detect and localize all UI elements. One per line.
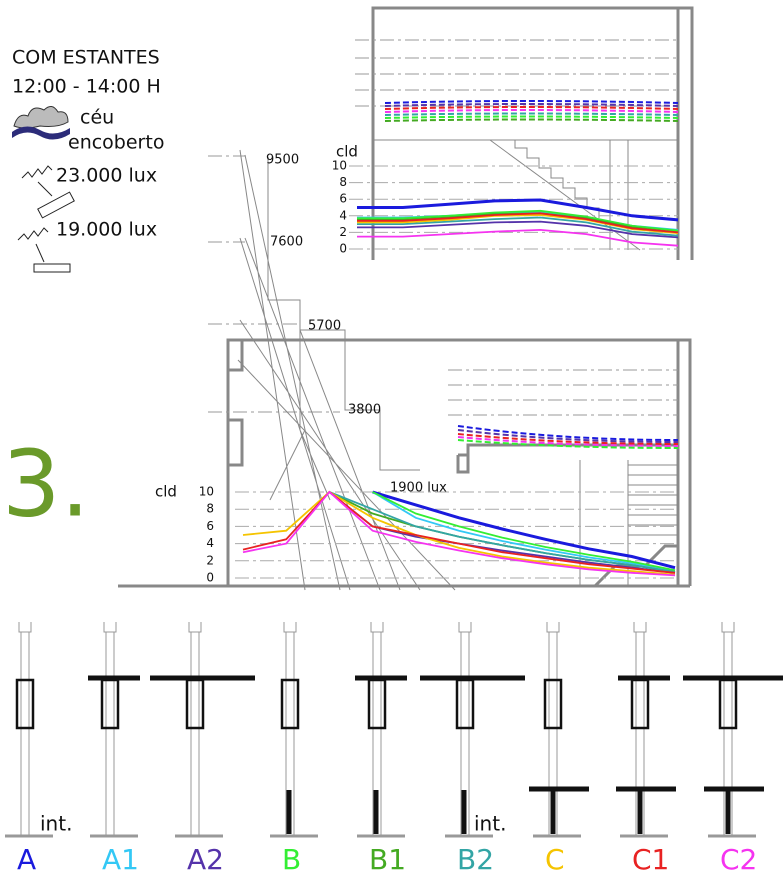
legend-label: A1	[102, 843, 139, 876]
series-line	[357, 216, 679, 237]
legend-label: B	[282, 843, 301, 876]
legend-label: C1	[632, 843, 669, 876]
window	[543, 678, 563, 730]
wall	[633, 622, 647, 836]
wall	[458, 622, 472, 836]
inner-shelf	[616, 786, 676, 834]
window-section: B2	[420, 622, 525, 876]
wall	[721, 622, 735, 836]
legend-label: C2	[720, 843, 757, 876]
legend-label: C	[545, 843, 565, 876]
window-section: C1	[616, 622, 676, 876]
window	[15, 678, 35, 730]
y-tick-label: 0	[339, 242, 347, 256]
window	[455, 678, 475, 730]
wall	[546, 622, 560, 836]
y-tick-label: 10	[199, 485, 214, 499]
window-section: B1	[355, 622, 407, 876]
window	[367, 678, 387, 730]
window-section: B	[270, 622, 318, 876]
wall	[370, 622, 384, 836]
y-axis-label: cld	[336, 143, 358, 161]
y-tick-label: 6	[206, 519, 214, 533]
series-line	[242, 490, 676, 574]
inner-label: int.	[40, 812, 72, 836]
window	[630, 678, 650, 730]
series-line	[357, 209, 679, 232]
lux-label: 23.000 lux	[56, 165, 157, 187]
series-line	[357, 228, 679, 247]
iso-label: 9500	[266, 153, 299, 168]
iso-label: 3800	[348, 403, 381, 418]
series-line	[329, 491, 676, 573]
inner-shelf	[529, 786, 589, 834]
window-section: C2	[683, 622, 783, 876]
y-tick-label: 0	[206, 571, 214, 585]
y-tick-label: 8	[339, 175, 347, 189]
legend-label: A	[17, 843, 36, 876]
y-tick-label: 6	[339, 192, 347, 206]
window	[100, 678, 120, 730]
series-line	[357, 212, 679, 234]
wall	[188, 622, 202, 836]
series-line	[372, 490, 676, 570]
inner-label: int.	[474, 812, 506, 836]
series-line	[372, 491, 676, 572]
iso-label: 7600	[270, 235, 303, 250]
window-section: C	[529, 622, 589, 876]
inner-shelf	[704, 786, 764, 834]
y-tick-label: 2	[339, 225, 347, 239]
title: COM ESTANTES	[12, 47, 160, 69]
window-section: A	[5, 622, 53, 876]
y-tick-label: 4	[339, 208, 347, 222]
iso-label: 5700	[308, 319, 341, 334]
time: 12:00 - 14:00 H	[12, 76, 161, 98]
sky: encoberto	[68, 132, 164, 154]
wall	[18, 622, 32, 836]
top-section	[355, 6, 694, 260]
series-line	[242, 490, 676, 577]
y-axis-label: cld	[155, 483, 177, 501]
series-line	[242, 490, 676, 576]
y-tick-label: 2	[206, 553, 214, 567]
y-tick-label: 10	[332, 159, 347, 173]
window	[185, 678, 205, 730]
window	[280, 678, 300, 730]
series-line	[372, 491, 676, 572]
sky: céu	[80, 107, 114, 129]
window	[718, 678, 738, 730]
window-section: A1	[88, 622, 140, 876]
cloud-icon	[12, 106, 70, 140]
sun-arrows	[17, 165, 75, 273]
legend-label: B1	[369, 843, 406, 876]
y-tick-label: 4	[206, 536, 214, 550]
wall	[103, 622, 117, 836]
window-section: A2	[150, 622, 255, 876]
wall	[283, 622, 297, 836]
legend-label: B2	[457, 843, 494, 876]
iso-label: 1900 lux	[390, 481, 447, 496]
series-line	[357, 198, 679, 222]
series-line	[357, 220, 679, 239]
y-tick-label: 8	[206, 502, 214, 516]
legend-label: A2	[187, 843, 224, 876]
lux-label: 19.000 lux	[56, 219, 157, 241]
figure-number: 3.	[2, 430, 90, 537]
